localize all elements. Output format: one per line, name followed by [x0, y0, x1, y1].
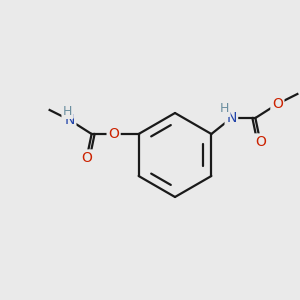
Text: O: O — [81, 151, 92, 165]
Text: O: O — [108, 127, 119, 141]
Text: H: H — [63, 104, 72, 118]
Text: N: N — [226, 111, 237, 125]
Text: O: O — [255, 135, 266, 149]
Text: N: N — [64, 113, 75, 127]
Text: O: O — [272, 97, 283, 111]
Text: H: H — [220, 103, 229, 116]
